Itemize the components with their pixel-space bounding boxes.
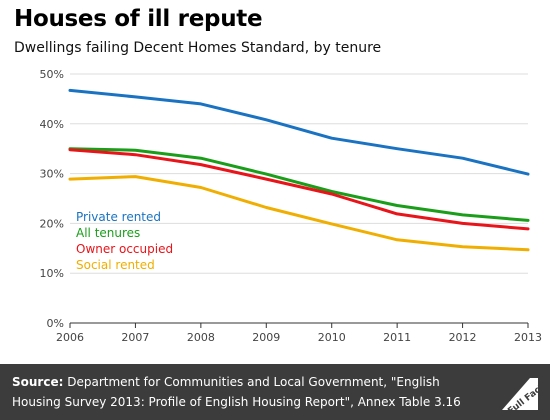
full-fact-logo-icon: Full Fact	[502, 378, 540, 414]
x-tick-label: 2013	[514, 331, 542, 344]
x-tick-label: 2006	[56, 331, 84, 344]
series-line-2	[68, 148, 530, 231]
grid-lines	[70, 73, 528, 274]
series-lines	[68, 88, 530, 252]
series-line-0	[68, 88, 530, 176]
x-axis: 2006 2007 2008 2009 2010 2011 2012 2013	[56, 322, 542, 344]
x-tick-label: 2009	[252, 331, 280, 344]
line-chart: 0%10%20%30%40%50% 2006 2007 2008 2009 2010 20…	[40, 68, 542, 344]
legend-item-1: All tenures	[76, 226, 140, 240]
x-tick-label: 2011	[383, 331, 411, 344]
source-text: Department for Communities and Local Gov…	[12, 375, 461, 409]
y-tick-label: 0%	[47, 317, 64, 330]
x-tick-label: 2007	[121, 331, 149, 344]
legend: Private rented All tenures Owner occupied S…	[76, 210, 173, 272]
x-tick-label: 2012	[449, 331, 477, 344]
legend-item-2: Owner occupied	[76, 242, 173, 256]
y-axis-ticks: 0% 10% 20% 30% 40% 50%	[40, 68, 64, 330]
source-label: Source:	[12, 375, 64, 389]
y-tick-label: 30%	[40, 168, 64, 181]
source-note: Source: Department for Communities and L…	[12, 372, 482, 412]
chart-subtitle: Dwellings failing Decent Homes Standard,…	[14, 40, 382, 56]
x-tick-label: 2010	[318, 331, 346, 344]
series-line-3	[68, 175, 530, 252]
footer: Source: Department for Communities and L…	[0, 364, 550, 420]
series-line-1	[68, 147, 530, 222]
y-tick-label: 40%	[40, 118, 64, 131]
y-tick-label: 50%	[40, 68, 64, 81]
y-tick-label: 20%	[40, 217, 64, 230]
y-tick-label: 10%	[40, 267, 64, 280]
legend-item-0: Private rented	[76, 210, 161, 224]
chart-title: Houses of ill repute	[14, 6, 263, 32]
x-tick-label: 2008	[187, 331, 215, 344]
legend-item-3: Social rented	[76, 258, 155, 272]
